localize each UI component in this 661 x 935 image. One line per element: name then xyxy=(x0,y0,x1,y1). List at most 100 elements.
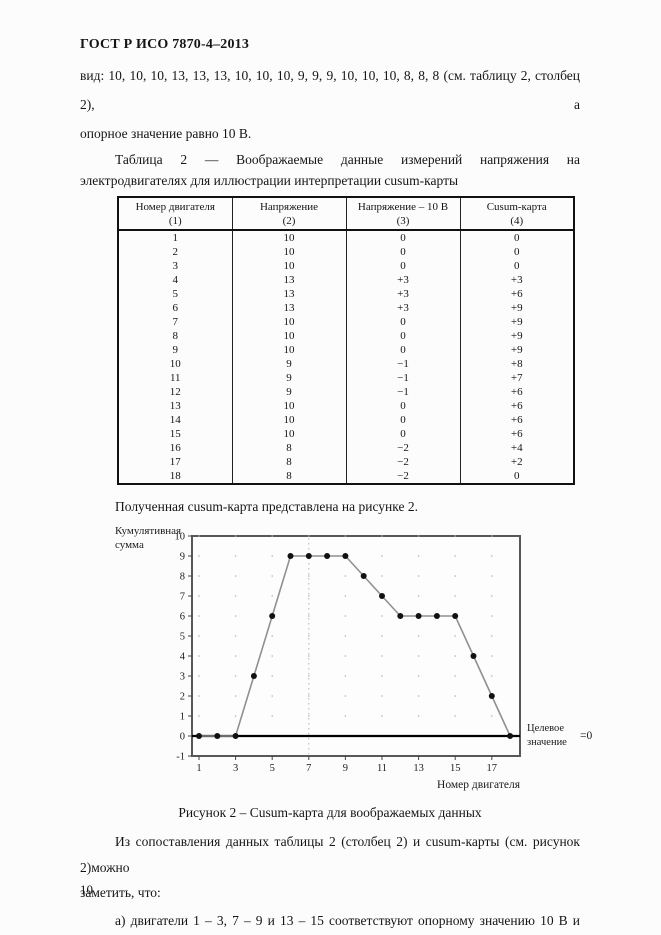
table-cell: 9 xyxy=(117,343,233,357)
svg-text:3: 3 xyxy=(180,672,185,683)
svg-text:13: 13 xyxy=(413,763,424,774)
table-cell: +3 xyxy=(459,273,575,287)
table-cell: 10 xyxy=(231,329,347,343)
table-cell: 2 xyxy=(117,245,233,259)
table-column-header: Напряжение (2) xyxy=(231,197,347,230)
svg-text:-1: -1 xyxy=(176,752,185,763)
table-cell: 3 xyxy=(117,259,233,273)
table-caption-line-1: Таблица 2 — Воображаемые данные измерени… xyxy=(115,152,580,167)
table-cell: 1 xyxy=(117,230,233,245)
table-cell: 13 xyxy=(231,273,347,287)
table-cell: 0 xyxy=(345,399,461,413)
observation-paragraph: Из сопоставления данных таблицы 2 (столб… xyxy=(80,829,580,906)
table-row: 4 13 +3 +3 xyxy=(117,273,575,287)
table-caption: Таблица 2 — Воображаемые данные измерени… xyxy=(80,149,580,191)
table-cell: +6 xyxy=(459,399,575,413)
svg-text:1: 1 xyxy=(196,763,201,774)
y-axis-title-line-2: сумма xyxy=(115,539,144,551)
table-cell: 9 xyxy=(231,371,347,385)
table-row: 11 9 −1 +7 xyxy=(117,371,575,385)
table-cell: 10 xyxy=(231,413,347,427)
table-cell: 0 xyxy=(345,230,461,245)
table-cell: 11 xyxy=(117,371,233,385)
table-column-header: Номер двигателя (1) xyxy=(117,197,233,230)
table-header: Номер двигателя (1) Напряжение (2) Напряжени… xyxy=(117,197,575,230)
svg-text:17: 17 xyxy=(487,763,498,774)
svg-text:8: 8 xyxy=(180,572,185,583)
table-row: 3 10 0 0 xyxy=(117,259,575,273)
table-cell: 18 xyxy=(117,469,233,484)
svg-text:15: 15 xyxy=(450,763,461,774)
item-a-line-1: а) двигатели 1 – 3, 7 – 9 и 13 – 15 соот… xyxy=(115,912,580,928)
svg-text:3: 3 xyxy=(233,763,238,774)
cusum-chart: 1 3 5 7 9 11 13 15 17-1012345678910Целевоезначен… xyxy=(175,532,593,792)
table-cell: 10 xyxy=(117,357,233,371)
table-cell: 8 xyxy=(117,329,233,343)
table-row: 10 9 −1 +8 xyxy=(117,357,575,371)
intro-line-1: вид: 10, 10, 10, 13, 13, 13, 10, 10, 10,… xyxy=(80,68,580,112)
table-cell: 12 xyxy=(117,385,233,399)
table-cell: 0 xyxy=(345,343,461,357)
svg-text:значение: значение xyxy=(527,737,567,748)
table-cell: +6 xyxy=(459,287,575,301)
table-cell: 14 xyxy=(117,413,233,427)
table-caption-line-2: электродвигателях для иллюстрации интерп… xyxy=(80,173,459,188)
table-body: 1 10 0 0 2 10 0 0 3 10 0 0 4 13 +3 +3 5 13 +3 +6 6 13 +3 +9 7 10 0… xyxy=(117,230,575,484)
table-cell: +2 xyxy=(459,455,575,469)
table-cell: +9 xyxy=(459,343,575,357)
table-cell: 16 xyxy=(117,441,233,455)
table-row: 2 10 0 0 xyxy=(117,245,575,259)
table-cell: 10 xyxy=(231,315,347,329)
svg-text:1: 1 xyxy=(180,712,185,723)
table-row: 5 13 +3 +6 xyxy=(117,287,575,301)
table-cell: 0 xyxy=(345,427,461,441)
y-axis-title-line-1: Кумулятивная xyxy=(115,525,182,537)
table-row: 8 10 0 +9 xyxy=(117,329,575,343)
data-table: Номер двигателя (1) Напряжение (2) Напряжени… xyxy=(117,196,575,485)
table-cell: +6 xyxy=(459,385,575,399)
table-cell: 9 xyxy=(231,385,347,399)
svg-text:7: 7 xyxy=(306,763,311,774)
table-cell: 0 xyxy=(345,329,461,343)
y-axis-title: Кумулятивная сумма xyxy=(115,524,181,552)
cusum-chart-figure: Кумулятивная сумма 1 3 5 7 9 11 13 15 17 -1 0 1 2 3 4 5… xyxy=(115,523,607,795)
table-cell: 10 xyxy=(231,259,347,273)
table-cell: +3 xyxy=(345,301,461,315)
table-cell: 10 xyxy=(231,427,347,441)
table-cell: 13 xyxy=(231,301,347,315)
table-row: 18 8 −2 0 xyxy=(117,469,575,484)
table-cell: 5 xyxy=(117,287,233,301)
svg-text:11: 11 xyxy=(377,763,387,774)
svg-text:9: 9 xyxy=(343,763,348,774)
document-header: ГОСТ Р ИСО 7870-4–2013 xyxy=(80,37,250,52)
table-cell: 15 xyxy=(117,427,233,441)
table-cell: 17 xyxy=(117,455,233,469)
observation-line-1: Из сопоставления данных таблицы 2 (столб… xyxy=(80,834,580,875)
svg-text:4: 4 xyxy=(180,652,186,663)
table-cell: 10 xyxy=(231,399,347,413)
table-cell: 0 xyxy=(459,469,575,484)
table-cell: 8 xyxy=(231,469,347,484)
figure-caption: Рисунок 2 – Cusum-карта для воображаемых… xyxy=(178,805,482,820)
svg-text:Целевое: Целевое xyxy=(527,723,564,734)
svg-text:7: 7 xyxy=(180,592,185,603)
table-cell: 10 xyxy=(231,245,347,259)
table-row: 12 9 −1 +6 xyxy=(117,385,575,399)
table-row: 14 10 0 +6 xyxy=(117,413,575,427)
table-cell: 13 xyxy=(117,399,233,413)
table-row: 1 10 0 0 xyxy=(117,230,575,245)
svg-text:10: 10 xyxy=(175,532,186,543)
table-cell: +9 xyxy=(459,329,575,343)
table-cell: +8 xyxy=(459,357,575,371)
item-a-paragraph: а) двигатели 1 – 3, 7 – 9 и 13 – 15 соот… xyxy=(80,908,580,935)
table-row: 15 10 0 +6 xyxy=(117,427,575,441)
table-cell: 10 xyxy=(231,343,347,357)
svg-text:0: 0 xyxy=(180,732,185,743)
table-cell: −2 xyxy=(345,469,461,484)
table-cell: −2 xyxy=(345,441,461,455)
table-cell: +3 xyxy=(345,287,461,301)
table-cell: 7 xyxy=(117,315,233,329)
svg-text:5: 5 xyxy=(270,763,275,774)
table-cell: +9 xyxy=(459,315,575,329)
